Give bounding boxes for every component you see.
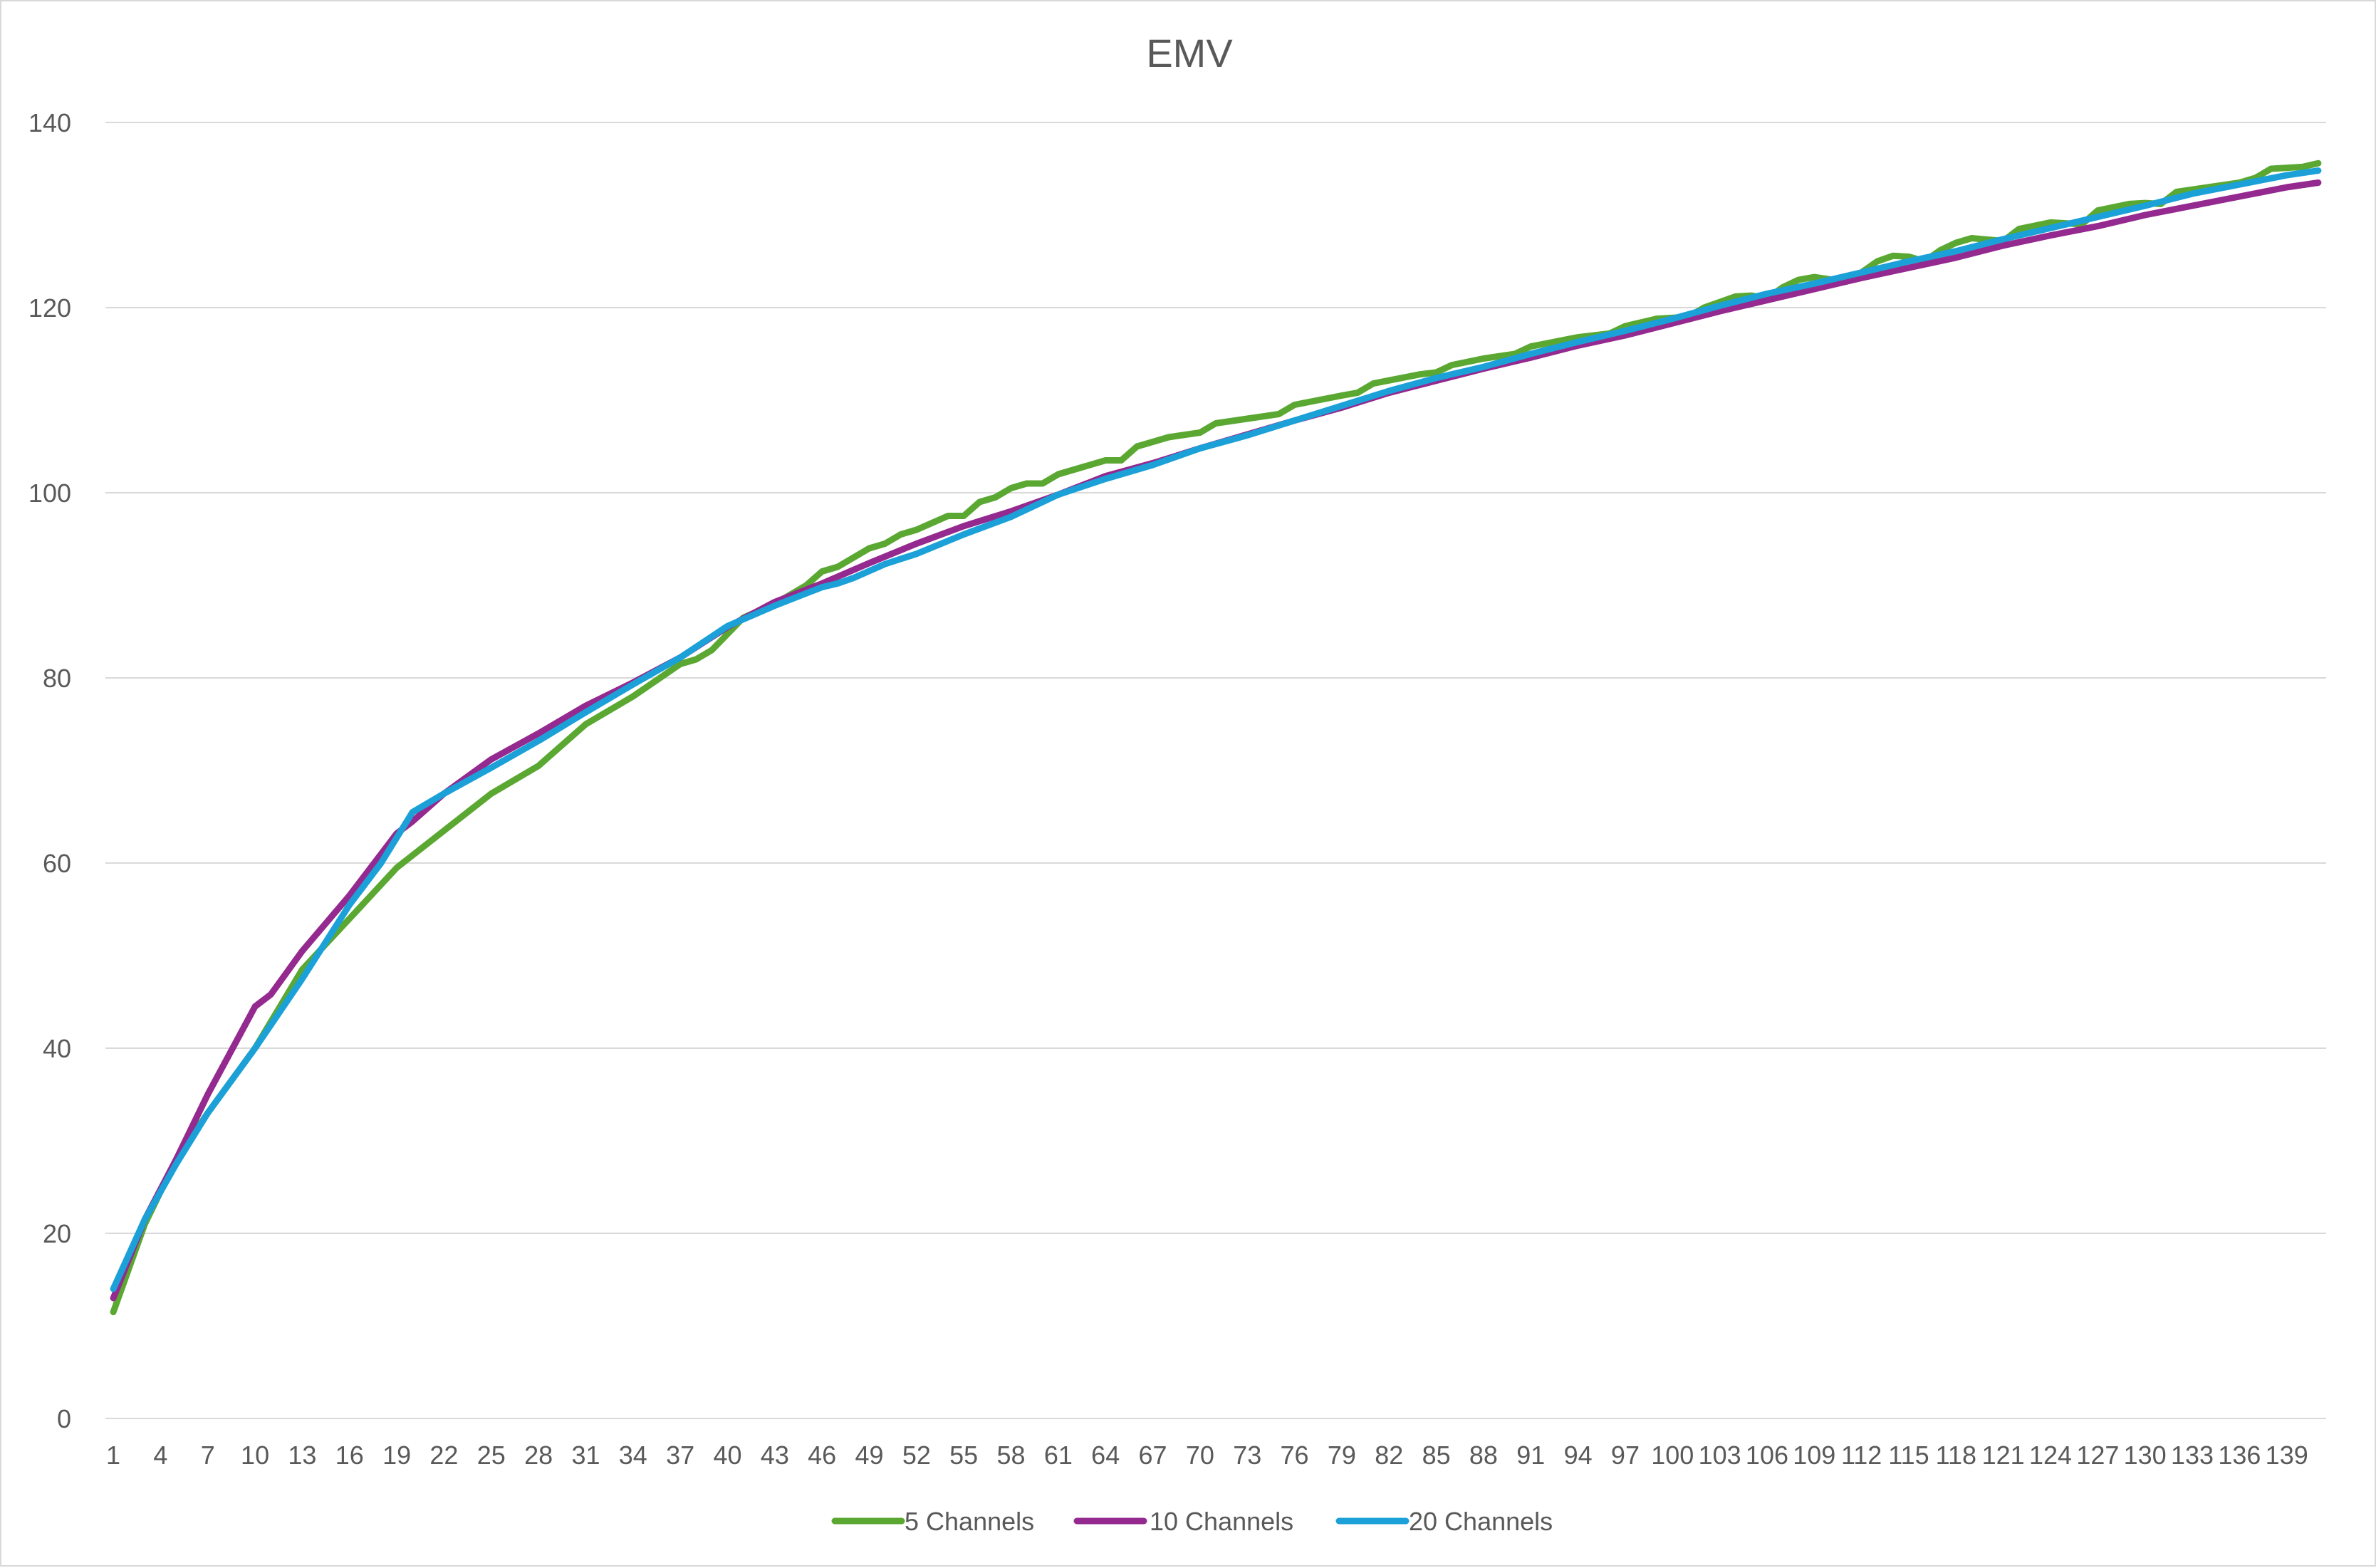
x-tick-label: 64 [1091,1441,1120,1470]
x-tick-label: 76 [1281,1441,1309,1470]
x-tick-label: 61 [1044,1441,1073,1470]
x-tick-label: 130 [2124,1441,2167,1470]
x-tick-label: 37 [666,1441,694,1470]
y-tick-label: 140 [28,108,71,137]
y-axis-tick-labels: 0 20 40 60 80 100 120 140 [28,108,71,1433]
legend: 5 Channels 10 Channels 20 Channels [831,1507,1553,1536]
x-tick-label: 112 [1841,1441,1882,1470]
x-tick-label: 34 [619,1441,647,1470]
x-tick-label: 31 [571,1441,600,1470]
x-tick-label: 100 [1651,1441,1694,1470]
x-tick-label: 43 [761,1441,789,1470]
x-tick-label: 1 [106,1441,120,1470]
legend-label: 10 Channels [1150,1507,1293,1536]
y-tick-label: 120 [28,293,71,323]
legend-label: 20 Channels [1409,1507,1553,1536]
series-line-1 [110,160,2322,1315]
x-tick-label: 7 [201,1441,215,1470]
x-tick-label: 28 [524,1441,553,1470]
y-tick-label: 60 [43,849,71,878]
x-tick-label: 79 [1328,1441,1356,1470]
x-tick-label: 136 [2218,1441,2261,1470]
x-tick-label: 121 [1982,1441,2025,1470]
x-tick-label: 67 [1139,1441,1167,1470]
x-tick-label: 58 [997,1441,1026,1470]
x-tick-label: 85 [1422,1441,1451,1470]
x-tick-label: 124 [2029,1441,2072,1470]
x-tick-label: 133 [2171,1441,2214,1470]
chart-title: EMV [1146,31,1233,75]
y-tick-label: 40 [43,1034,71,1063]
x-tick-label: 49 [855,1441,883,1470]
y-tick-label: 80 [43,664,71,693]
x-tick-label: 139 [2266,1441,2308,1470]
x-tick-label: 13 [288,1441,316,1470]
x-tick-label: 91 [1516,1441,1545,1470]
x-tick-label: 94 [1564,1441,1593,1470]
x-tick-label: 16 [335,1441,364,1470]
x-tick-label: 88 [1469,1441,1498,1470]
x-tick-label: 127 [2076,1441,2119,1470]
y-tick-label: 100 [28,479,71,508]
series-line-3 [110,167,2322,1292]
x-tick-label: 25 [477,1441,506,1470]
x-tick-label: 40 [713,1441,741,1470]
x-tick-label: 97 [1611,1441,1640,1470]
x-tick-label: 19 [382,1441,411,1470]
x-tick-label: 55 [949,1441,978,1470]
x-tick-label: 103 [1699,1441,1741,1470]
x-tick-label: 70 [1186,1441,1214,1470]
x-tick-label: 46 [808,1441,836,1470]
series-line-2 [110,179,2322,1302]
x-tick-label: 106 [1746,1441,1788,1470]
legend-label: 5 Channels [905,1507,1034,1536]
x-tick-label: 73 [1233,1441,1261,1470]
x-tick-label: 4 [153,1441,167,1470]
x-axis-tick-labels: 1 4 7 10 13 16 19 22 25 28 31 34 37 40 43 46 49 52 55 58 61 6… [106,1441,2308,1470]
x-tick-label: 82 [1375,1441,1403,1470]
y-tick-label: 20 [43,1219,71,1248]
y-tick-label: 0 [57,1404,71,1433]
x-tick-label: 115 [1888,1441,1929,1470]
x-tick-label: 109 [1793,1441,1835,1470]
gridlines [105,122,2326,1419]
x-tick-label: 22 [429,1441,458,1470]
x-tick-label: 52 [902,1441,931,1470]
x-tick-label: 118 [1936,1441,1976,1470]
series-lines [110,160,2322,1315]
x-tick-label: 10 [241,1441,269,1470]
